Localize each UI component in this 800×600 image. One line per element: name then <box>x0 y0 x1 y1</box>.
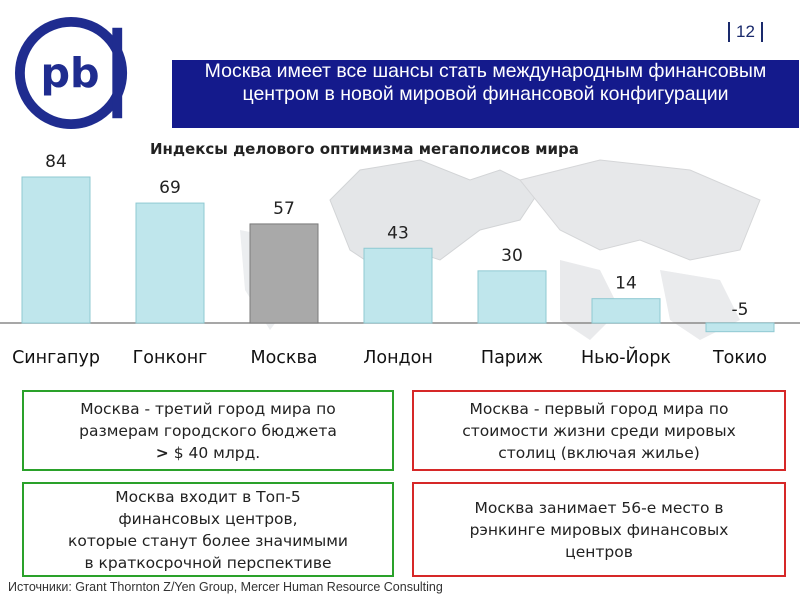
info-box-top5-line3: которые станут более значимыми <box>68 531 348 550</box>
info-box-cost-line1: Москва - первый город мира по <box>469 399 729 418</box>
category-label-1: Гонконг <box>133 348 208 368</box>
info-box-cost-line3: столиц (включая жилье) <box>498 443 700 462</box>
svg-text:pb: pb <box>40 49 99 97</box>
category-label-3: Лондон <box>363 348 433 368</box>
info-box-ranking-line3: центров <box>565 542 633 561</box>
info-box-cost-of-living: Москва - первый город мира по стоимости … <box>412 390 786 471</box>
bar-2 <box>249 223 319 324</box>
info-box-budget-line3: $ 40 млрд. <box>168 443 261 462</box>
sources-footnote: Источники: Grant Thornton Z/Yen Group, M… <box>8 580 443 594</box>
category-label-0: Сингапур <box>12 348 100 368</box>
category-label-6: Токио <box>712 348 767 368</box>
info-box-top5-line1: Москва входит в Топ-5 <box>115 487 301 506</box>
data-label-0: 84 <box>45 152 67 172</box>
info-box-budget-line1: Москва - третий город мира по <box>80 399 336 418</box>
category-label-4: Париж <box>481 348 543 368</box>
info-box-budget: Москва - третий город мира по размерам г… <box>22 390 394 471</box>
slide-title: Москва имеет все шансы стать международн… <box>172 60 799 128</box>
data-label-3: 43 <box>387 223 409 243</box>
bar-5 <box>591 298 661 324</box>
bar-1 <box>135 202 205 324</box>
info-box-cost-line2: стоимости жизни среди мировых <box>462 421 736 440</box>
category-label-5: Нью-Йорк <box>581 346 671 368</box>
data-label-4: 30 <box>501 246 523 266</box>
info-box-top5: Москва входит в Топ-5 финансовых центров… <box>22 482 394 577</box>
category-label-2: Москва <box>250 348 317 368</box>
data-label-5: 14 <box>615 274 637 294</box>
data-label-6: -5 <box>732 300 749 320</box>
bar-chart: 84 Сингапур 69 Гонконг 57 Москва 43 Лондон 30 Пар… <box>0 152 800 368</box>
bar-4 <box>477 270 547 324</box>
greater-than-sign: > <box>155 443 169 462</box>
bar-3 <box>363 247 433 324</box>
data-label-1: 69 <box>159 178 181 198</box>
info-box-ranking-line2: рэнкинге мировых финансовых <box>469 520 729 539</box>
chart-title: Индексы делового оптимизма мегаполисов м… <box>150 140 579 158</box>
info-box-ranking-line1: Москва занимает 56-е место в <box>474 498 724 517</box>
info-box-top5-line2: финансовых центров, <box>118 509 298 528</box>
info-box-ranking: Москва занимает 56-е место в рэнкинге ми… <box>412 482 786 577</box>
bank-logo: pb <box>14 16 128 130</box>
info-box-top5-line4: в краткосрочной перспективе <box>84 553 332 572</box>
info-box-budget-line2: размерам городского бюджета <box>79 421 337 440</box>
page-number: 12 <box>728 22 763 42</box>
bar-6 <box>705 322 775 333</box>
bar-0 <box>21 176 91 324</box>
data-label-2: 57 <box>273 199 295 219</box>
